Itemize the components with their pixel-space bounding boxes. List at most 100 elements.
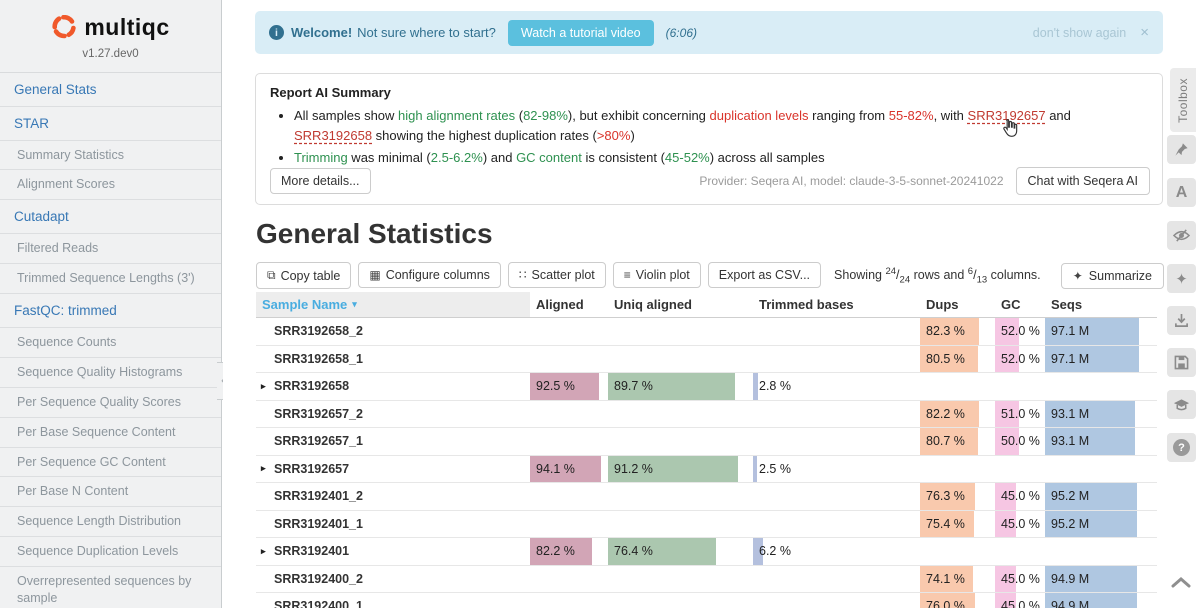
sidebar-item[interactable]: Sequence Quality Histograms xyxy=(0,358,221,388)
sample-name-cell[interactable]: SRR3192658_1 xyxy=(256,346,530,373)
sample-name-cell[interactable]: SRR3192400_2 xyxy=(256,566,530,593)
sidebar-item[interactable]: Sequence Duplication Levels xyxy=(0,537,221,567)
save-icon[interactable] xyxy=(1167,348,1196,377)
gc-value: 45.0 % xyxy=(1001,516,1040,531)
ai-sparkle-icon[interactable]: ✦ xyxy=(1167,264,1196,293)
dups-cell: 82.2 % xyxy=(920,400,995,427)
dups-cell xyxy=(920,538,995,565)
watch-tutorial-button[interactable]: Watch a tutorial video xyxy=(507,19,654,46)
tutorial-cap-icon[interactable] xyxy=(1167,390,1196,419)
pin-icon[interactable] xyxy=(1167,135,1196,164)
column-header-dups[interactable]: Dups xyxy=(926,297,959,312)
sidebar-item[interactable]: Filtered Reads xyxy=(0,234,221,265)
sample-link[interactable]: SRR3192658 xyxy=(294,128,373,144)
dont-show-again-link[interactable]: don't show again xyxy=(1032,25,1127,40)
sidebar-item[interactable]: Overrepresented sequences by sample xyxy=(0,567,221,608)
aligned-value: 94.1 % xyxy=(536,461,575,476)
sample-name-cell[interactable]: SRR3192401_1 xyxy=(256,511,530,538)
ai-summary-footer: More details... Provider: Seqera AI, mod… xyxy=(270,167,1150,195)
seqs-value-bar xyxy=(1045,483,1138,510)
sidebar-item[interactable]: Summary Statistics xyxy=(0,141,221,171)
sidebar-item[interactable]: Sequence Counts xyxy=(0,328,221,358)
download-icon[interactable] xyxy=(1167,306,1196,335)
info-icon: i xyxy=(269,25,284,40)
multiqc-logo[interactable]: multiqc xyxy=(51,14,169,41)
uniq-cell: 76.4 % xyxy=(608,538,753,565)
seqs-value: 95.2 M xyxy=(1051,516,1090,531)
sidebar-item[interactable]: Per Base N Content xyxy=(0,477,221,508)
sample-name-cell[interactable]: SRR3192401_2 xyxy=(256,483,530,510)
expand-caret-icon[interactable]: ▸ xyxy=(261,463,266,474)
sidebar-item[interactable]: General Stats xyxy=(0,73,221,107)
summarize-button[interactable]: ✦ Summarize xyxy=(1060,262,1164,289)
sample-link[interactable]: SRR3192657 xyxy=(967,108,1046,123)
uniq-cell xyxy=(608,593,753,608)
close-icon[interactable]: × xyxy=(1140,24,1149,41)
expand-caret-icon[interactable]: ▸ xyxy=(261,380,266,391)
help-icon[interactable]: ? xyxy=(1167,433,1196,462)
uniq-value: 89.7 % xyxy=(614,379,653,394)
seqs-value: 97.1 M xyxy=(1051,351,1090,366)
sidebar-item[interactable]: Per Base Sequence Content xyxy=(0,418,221,448)
copy-table-button[interactable]: ⧉ Copy table xyxy=(256,262,352,289)
sample-name-cell[interactable]: ▸ SRR3192658 xyxy=(256,373,530,400)
sample-name-cell[interactable]: SRR3192658_2 xyxy=(256,318,530,345)
chat-with-seqera-button[interactable]: Chat with Seqera AI xyxy=(1015,167,1150,195)
highlight-samples-icon[interactable]: A xyxy=(1167,178,1196,207)
scatter-plot-button[interactable]: ∷ Scatter plot xyxy=(507,262,606,288)
hide-samples-icon[interactable] xyxy=(1167,221,1196,250)
uniq-cell xyxy=(608,318,753,345)
trimmed-cell xyxy=(753,593,920,608)
ai-text-segment: is consistent ( xyxy=(581,150,665,166)
gc-value-bar xyxy=(995,400,1019,427)
dups-cell: 75.4 % xyxy=(920,510,995,537)
sample-name-cell[interactable]: SRR3192657_1 xyxy=(256,428,530,455)
seqs-cell: 95.2 M xyxy=(1045,510,1145,537)
column-header-aligned[interactable]: Aligned xyxy=(536,297,584,312)
more-details-button[interactable]: More details... xyxy=(270,168,371,194)
sidebar-item[interactable]: Per Sequence Quality Scores xyxy=(0,388,221,418)
sparkle-icon: ✦ xyxy=(1072,268,1083,283)
logo-row: multiqc xyxy=(0,0,221,46)
aligned-value-bar xyxy=(530,373,600,400)
sample-name-cell[interactable]: SRR3192657_2 xyxy=(256,401,530,428)
ai-text-segment: All samples show xyxy=(294,108,399,123)
seqs-cell: 93.1 M xyxy=(1045,428,1145,455)
column-header-trimmed[interactable]: Trimmed bases xyxy=(759,297,854,312)
welcome-title: Welcome! xyxy=(291,25,353,40)
seqs-cell: 93.1 M xyxy=(1045,400,1145,427)
sample-name-cell[interactable]: ▸ SRR3192657 xyxy=(256,456,530,483)
violin-plot-button[interactable]: ≡ Violin plot xyxy=(612,262,701,288)
column-header-seqs[interactable]: Seqs xyxy=(1051,297,1083,312)
gc-cell: 45.0 % xyxy=(995,593,1045,608)
column-header-gc[interactable]: GC xyxy=(1001,297,1021,312)
aligned-cell: 82.2 % xyxy=(530,538,608,565)
sidebar-item[interactable]: FastQC: trimmed xyxy=(0,294,221,328)
button-label: Violin plot xyxy=(635,268,690,282)
sample-name-cell[interactable]: SRR3192400_1 xyxy=(256,593,530,608)
trimmed-value: 6.2 % xyxy=(759,544,791,559)
sidebar-item[interactable]: Sequence Length Distribution xyxy=(0,507,221,538)
sample-name-cell[interactable]: ▸ SRR3192401 xyxy=(256,538,530,565)
sidebar-nav: General Stats STAR Summary Statistics Align… xyxy=(0,73,221,608)
scroll-to-top-icon[interactable] xyxy=(1170,575,1192,591)
gc-value-bar xyxy=(995,565,1017,592)
configure-columns-button[interactable]: ▦ Configure columns xyxy=(358,262,501,288)
sidebar-item[interactable]: Per Sequence GC Content xyxy=(0,448,221,478)
expand-caret-icon[interactable]: ▸ xyxy=(261,545,266,556)
gc-cell: 52.0 % xyxy=(995,345,1045,372)
dups-value: 76.0 % xyxy=(926,599,965,608)
sidebar-item[interactable]: Cutadapt xyxy=(0,200,221,235)
column-header-uniq[interactable]: Uniq aligned xyxy=(614,297,692,312)
ai-bullets: All samples show high alignment rates (8… xyxy=(294,106,1148,168)
sidebar-item[interactable]: STAR xyxy=(0,107,221,141)
grid-icon: ▦ xyxy=(369,268,381,282)
ai-text-segment: ( xyxy=(515,108,524,123)
trimmed-cell xyxy=(753,401,920,428)
sidebar-item[interactable]: Trimmed Sequence Lengths (3') xyxy=(0,264,221,294)
export-as-csv-button[interactable]: Export as CSV... xyxy=(707,262,822,288)
column-header-name[interactable]: Sample Name ▾ xyxy=(256,292,530,317)
gc-value: 50.0 % xyxy=(1001,434,1040,449)
toolbox-tab[interactable]: Toolbox xyxy=(1170,68,1196,132)
sidebar-item[interactable]: Alignment Scores xyxy=(0,170,221,201)
